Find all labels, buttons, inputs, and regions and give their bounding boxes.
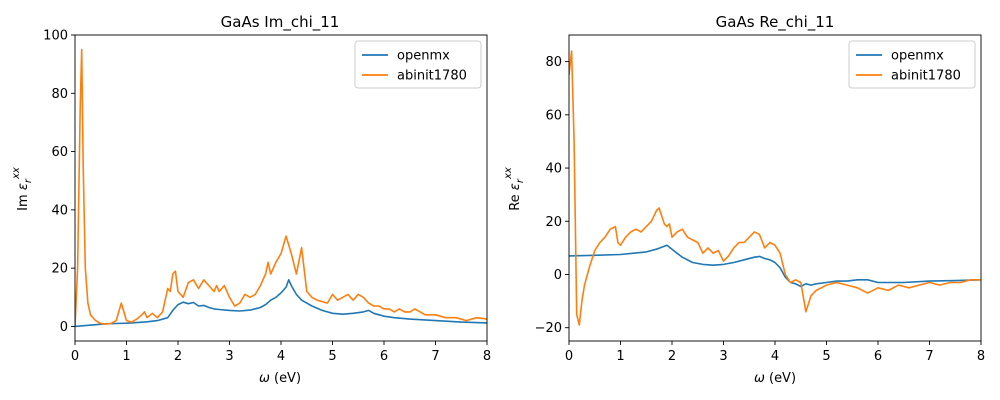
legend-label-abinit1780: abinit1780 bbox=[397, 69, 467, 84]
x-tick-label: 8 bbox=[977, 349, 985, 364]
x-tick-label: 4 bbox=[771, 349, 779, 364]
series-line-abinit1780 bbox=[75, 48, 487, 327]
x-tick-label: 3 bbox=[225, 349, 233, 364]
x-tick-label: 2 bbox=[668, 349, 676, 364]
legend: openmx abinit1780 bbox=[354, 40, 482, 89]
x-tick-label: 0 bbox=[565, 349, 573, 364]
x-tick-label: 2 bbox=[174, 349, 182, 364]
x-tick-label: 3 bbox=[719, 349, 727, 364]
legend-label-openmx: openmx bbox=[397, 49, 450, 64]
legend-label-abinit1780: abinit1780 bbox=[891, 69, 961, 84]
y-tick-label: 100 bbox=[43, 29, 68, 44]
x-tick-label: 1 bbox=[616, 349, 624, 364]
x-axis-label: ω (eV) bbox=[259, 371, 301, 386]
x-tick-label: 5 bbox=[328, 349, 336, 364]
legend-box bbox=[848, 40, 976, 89]
x-tick-label: 6 bbox=[380, 349, 388, 364]
series-line-abinit1780 bbox=[569, 50, 981, 326]
x-axis-label: ω (eV) bbox=[754, 371, 796, 386]
y-tick-label: 20 bbox=[51, 262, 68, 277]
legend-box bbox=[354, 40, 482, 89]
series-line-openmx bbox=[75, 278, 487, 328]
x-tick-label: 6 bbox=[874, 349, 882, 364]
legend-label-openmx: openmx bbox=[891, 49, 944, 64]
x-tick-label: 4 bbox=[277, 349, 285, 364]
y-tick-label: 80 bbox=[51, 87, 68, 102]
x-tick-label: 8 bbox=[483, 349, 491, 364]
y-tick-label: 60 bbox=[51, 145, 68, 160]
x-tick-label: 7 bbox=[431, 349, 439, 364]
x-tick-label: 1 bbox=[122, 349, 130, 364]
chart-title: GaAs Re_chi_11 bbox=[716, 13, 835, 32]
x-tick-label: 0 bbox=[71, 349, 79, 364]
y-tick-label: 60 bbox=[545, 108, 562, 123]
chart-im-chi: GaAs Im_chi_11 0 1 2 3 4 5 6 7 8020406080100open… bbox=[11, 13, 491, 386]
y-tick-label: 0 bbox=[554, 268, 562, 283]
y-tick-label: 40 bbox=[51, 203, 68, 218]
chart-title: GaAs Im_chi_11 bbox=[221, 13, 340, 32]
y-tick-label: 40 bbox=[545, 162, 562, 177]
y-tick-label: 80 bbox=[545, 55, 562, 70]
series-line-openmx bbox=[569, 244, 981, 288]
y-tick-label: −20 bbox=[535, 321, 562, 336]
y-tick-label: 20 bbox=[545, 215, 562, 230]
legend: openmx abinit1780 bbox=[848, 40, 976, 89]
x-tick-label: 5 bbox=[822, 349, 830, 364]
x-tick-label: 7 bbox=[925, 349, 933, 364]
y-tick-label: 0 bbox=[60, 320, 68, 335]
